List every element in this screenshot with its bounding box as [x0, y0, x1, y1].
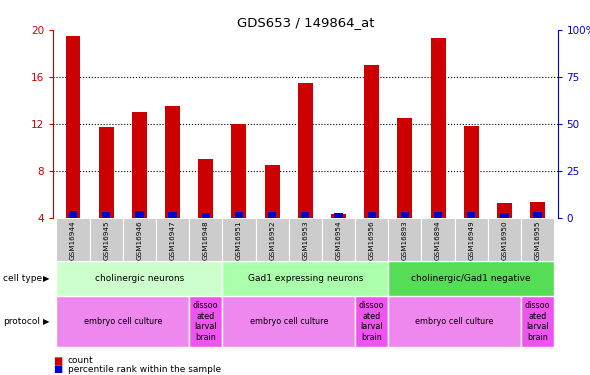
Bar [265, 165, 280, 218]
Bar [222, 261, 388, 296]
Bar [521, 217, 554, 261]
Bar [497, 203, 512, 217]
Text: GSM16944: GSM16944 [70, 220, 76, 260]
Text: GSM16956: GSM16956 [369, 220, 375, 260]
Bar [467, 211, 476, 217]
Bar [388, 217, 421, 261]
Bar [331, 214, 346, 217]
Bar [355, 217, 388, 261]
Bar [500, 213, 509, 217]
Text: count: count [68, 356, 93, 365]
Bar [202, 213, 210, 217]
Text: cholinergic neurons: cholinergic neurons [95, 274, 184, 283]
Bar [168, 211, 177, 217]
Text: GSM16953: GSM16953 [302, 220, 309, 260]
Text: embryo cell culture: embryo cell culture [250, 317, 328, 326]
Bar [488, 217, 521, 261]
Text: ■: ■ [53, 364, 63, 374]
Bar [65, 36, 80, 218]
Bar [322, 217, 355, 261]
Bar [464, 126, 478, 218]
Text: embryo cell culture: embryo cell culture [84, 317, 162, 326]
Text: GSM16894: GSM16894 [435, 220, 441, 260]
Bar [189, 296, 222, 347]
Bar [421, 217, 455, 261]
Bar [156, 217, 189, 261]
Bar [533, 211, 542, 217]
Bar [231, 124, 247, 218]
Text: GSM16893: GSM16893 [402, 220, 408, 260]
Bar [57, 296, 189, 347]
Bar [132, 112, 147, 218]
Text: GSM16951: GSM16951 [236, 220, 242, 260]
Bar [57, 261, 222, 296]
Text: cell type: cell type [3, 274, 42, 283]
Bar [455, 217, 488, 261]
Text: ■: ■ [53, 356, 63, 366]
Bar [57, 217, 90, 261]
Bar [335, 213, 343, 217]
Bar [135, 211, 143, 217]
Bar [530, 202, 545, 217]
Bar [298, 83, 313, 218]
Text: percentile rank within the sample: percentile rank within the sample [68, 365, 221, 374]
Text: GSM16950: GSM16950 [502, 220, 507, 260]
Bar [368, 211, 376, 217]
Text: GSM16954: GSM16954 [336, 220, 342, 260]
Text: GSM16946: GSM16946 [136, 220, 142, 260]
Text: Gad1 expressing neurons: Gad1 expressing neurons [248, 274, 363, 283]
Text: protocol: protocol [3, 317, 40, 326]
Bar [401, 211, 409, 217]
Bar [268, 212, 276, 217]
Title: GDS653 / 149864_at: GDS653 / 149864_at [237, 16, 374, 29]
Bar [222, 296, 355, 347]
Bar [355, 296, 388, 347]
Bar [165, 106, 180, 218]
Bar [388, 261, 554, 296]
Bar [198, 159, 213, 218]
Bar [69, 211, 77, 217]
Text: GSM16948: GSM16948 [203, 220, 209, 260]
Text: cholinergic/Gad1 negative: cholinergic/Gad1 negative [411, 274, 531, 283]
Bar [521, 296, 554, 347]
Bar [255, 217, 289, 261]
Bar [388, 296, 521, 347]
Bar [398, 118, 412, 218]
Text: GSM16955: GSM16955 [535, 220, 540, 260]
Text: GSM16945: GSM16945 [103, 220, 109, 260]
Text: ▶: ▶ [42, 274, 49, 283]
Text: ▶: ▶ [42, 317, 49, 326]
Text: GSM16952: GSM16952 [269, 220, 275, 260]
Bar [301, 211, 310, 217]
Text: GSM16949: GSM16949 [468, 220, 474, 260]
Bar [99, 127, 114, 218]
Text: dissoo
ated
larval
brain: dissoo ated larval brain [359, 302, 385, 342]
Text: embryo cell culture: embryo cell culture [415, 317, 494, 326]
Bar [289, 217, 322, 261]
Bar [364, 65, 379, 218]
Text: GSM16947: GSM16947 [169, 220, 176, 260]
Bar [90, 217, 123, 261]
Bar [102, 212, 110, 217]
Bar [431, 38, 445, 218]
Bar [222, 217, 255, 261]
Text: dissoo
ated
larval
brain: dissoo ated larval brain [525, 302, 550, 342]
Text: dissoo
ated
larval
brain: dissoo ated larval brain [193, 302, 218, 342]
Bar [434, 211, 442, 217]
Bar [123, 217, 156, 261]
Bar [189, 217, 222, 261]
Bar [235, 211, 243, 217]
